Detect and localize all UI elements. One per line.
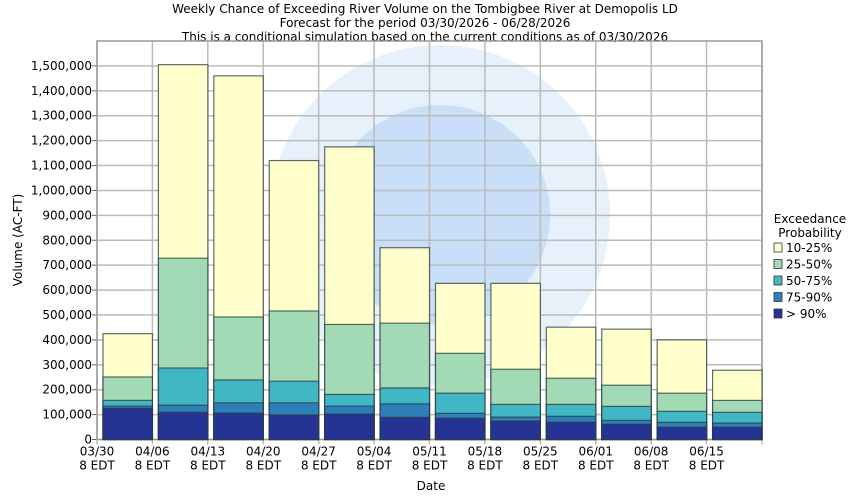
y-tick-label: 700,000	[42, 258, 92, 272]
legend-swatch	[773, 308, 783, 319]
y-tick-label: 300,000	[42, 358, 92, 372]
x-tick-label: 8 EDT	[245, 459, 281, 473]
y-tick-label: 100,000	[42, 408, 92, 422]
bar-segment	[379, 416, 431, 441]
x-tick-label: 05/18	[468, 445, 503, 459]
y-axis-label: Volume (AC-FT)	[11, 194, 25, 287]
legend-swatch	[773, 259, 783, 269]
legend-label: 25-50%	[786, 258, 832, 272]
x-tick-label: 04/27	[301, 445, 336, 459]
legend-title: Probability	[778, 226, 841, 240]
x-tick-label: 8 EDT	[578, 459, 614, 473]
y-tick-label: 400,000	[42, 333, 92, 347]
y-tick-label: 0	[84, 433, 92, 447]
chart-subtitle: Forecast for the period 03/30/2026 - 06/…	[279, 16, 571, 30]
legend-label: 10-25%	[786, 241, 832, 255]
x-tick-label: 8 EDT	[190, 459, 226, 473]
x-tick-label: 05/25	[523, 445, 558, 459]
x-tick-label: 8 EDT	[689, 459, 725, 473]
x-tick-label: 04/06	[135, 445, 170, 459]
bar-segment	[268, 414, 320, 441]
x-tick-label: 04/20	[246, 445, 281, 459]
bar-segment	[490, 420, 541, 441]
y-tick-label: 1,000,000	[31, 183, 92, 197]
y-tick-label: 1,300,000	[31, 109, 92, 123]
legend-swatch	[773, 292, 783, 302]
y-tick-label: 900,000	[42, 208, 92, 222]
x-tick-label: 06/15	[689, 445, 724, 459]
bar-segment	[601, 423, 652, 441]
chart-title: Weekly Chance of Exceeding River Volume …	[172, 2, 678, 16]
legend-swatch	[773, 242, 783, 253]
y-tick-label: 1,100,000	[31, 159, 92, 173]
x-tick-label: 05/04	[357, 445, 392, 459]
y-tick-label: 800,000	[42, 233, 92, 247]
y-tick-label: 500,000	[42, 308, 92, 322]
bar-segment	[711, 426, 763, 441]
legend-label: 50-75%	[786, 274, 832, 288]
x-tick-label: 8 EDT	[79, 459, 115, 473]
x-tick-label: 8 EDT	[523, 459, 559, 473]
x-tick-label: 06/08	[634, 445, 669, 459]
bar-segment	[324, 413, 375, 441]
legend-title: Exceedance	[774, 212, 846, 226]
x-tick-label: 8 EDT	[356, 459, 392, 473]
bar-segment	[545, 421, 597, 441]
legend-label: > 90%	[786, 307, 827, 321]
x-tick-label: 8 EDT	[301, 459, 337, 473]
bar-segment	[157, 411, 209, 441]
x-axis-label: Date	[417, 479, 446, 493]
bar-segment	[434, 417, 486, 441]
y-tick-label: 1,400,000	[31, 84, 92, 98]
x-tick-label: 06/01	[578, 445, 613, 459]
bar-segment	[102, 407, 154, 441]
y-tick-label: 1,500,000	[31, 59, 92, 73]
x-tick-label: 04/13	[191, 445, 226, 459]
bar-segment	[213, 412, 264, 441]
x-tick-label: 8 EDT	[467, 459, 503, 473]
x-tick-label: 03/30	[80, 445, 115, 459]
x-tick-label: 8 EDT	[633, 459, 669, 473]
bar-segment	[656, 426, 708, 441]
y-tick-label: 600,000	[42, 283, 92, 297]
legend-label: 75-90%	[786, 291, 832, 305]
x-tick-label: 8 EDT	[412, 459, 448, 473]
y-tick-label: 200,000	[42, 383, 92, 397]
x-tick-label: 8 EDT	[135, 459, 171, 473]
x-tick-label: 05/11	[412, 445, 447, 459]
legend-swatch	[773, 275, 783, 286]
y-tick-label: 1,200,000	[31, 134, 92, 148]
